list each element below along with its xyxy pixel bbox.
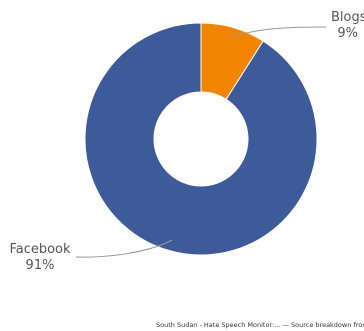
leader-lines	[75, 26, 327, 258]
leader-line-facebook	[75, 239, 173, 258]
slice-value-facebook: 91%	[26, 258, 55, 273]
slice-facebook	[84, 22, 318, 256]
slice-label-blogs: Blogs	[331, 10, 364, 25]
slice-label-facebook: Facebook	[9, 242, 71, 257]
slice-value-blogs: 9%	[337, 26, 358, 41]
chart-credit: South Sudan - Hate Speech Monitor:... — …	[156, 321, 364, 329]
leader-line-blogs	[231, 26, 327, 38]
donut-slices	[84, 22, 318, 256]
